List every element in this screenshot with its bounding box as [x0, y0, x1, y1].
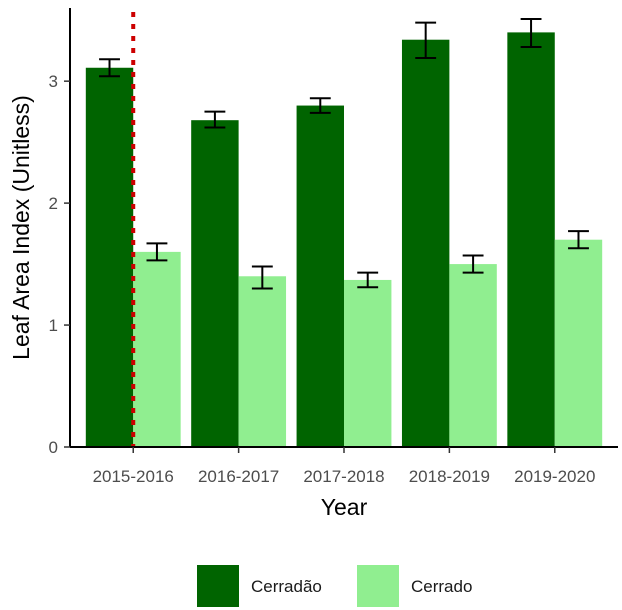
- bar: [554, 239, 603, 447]
- y-axis-title: Leaf Area Index (Unitless): [8, 95, 34, 360]
- bars-layer: [85, 32, 603, 448]
- legend-key-cerrado: [357, 565, 399, 607]
- x-tick-label: 2015-2016: [93, 467, 174, 486]
- x-tick-label: 2016-2017: [198, 467, 279, 486]
- y-tick-label: 3: [49, 72, 58, 91]
- bar: [296, 105, 344, 448]
- bar: [507, 32, 555, 448]
- x-tick-label: 2019-2020: [514, 467, 595, 486]
- y-axis-ticks: 0 1 2 3: [49, 72, 70, 457]
- bar: [344, 279, 392, 447]
- x-tick-label: 2018-2019: [409, 467, 490, 486]
- legend-label-cerrado: Cerrado: [411, 577, 472, 596]
- bar: [401, 39, 450, 447]
- x-tick-label: 2017-2018: [303, 467, 384, 486]
- bar: [238, 276, 287, 447]
- y-tick-label: 1: [49, 316, 58, 335]
- x-axis-title: Year: [321, 494, 368, 520]
- y-tick-label: 0: [49, 438, 58, 457]
- bar: [191, 120, 239, 447]
- bar: [85, 67, 134, 447]
- error-bars-layer: [99, 17, 589, 290]
- bar: [449, 264, 497, 447]
- legend: Cerradão Cerrado: [197, 565, 472, 607]
- legend-label-cerradao: Cerradão: [251, 577, 322, 596]
- y-tick-label: 2: [49, 194, 58, 213]
- legend-key-cerradao: [197, 565, 239, 607]
- x-axis-ticks: 2015-2016 2016-2017 2017-2018 2018-2019 2019…: [93, 447, 595, 486]
- bar: [133, 251, 181, 447]
